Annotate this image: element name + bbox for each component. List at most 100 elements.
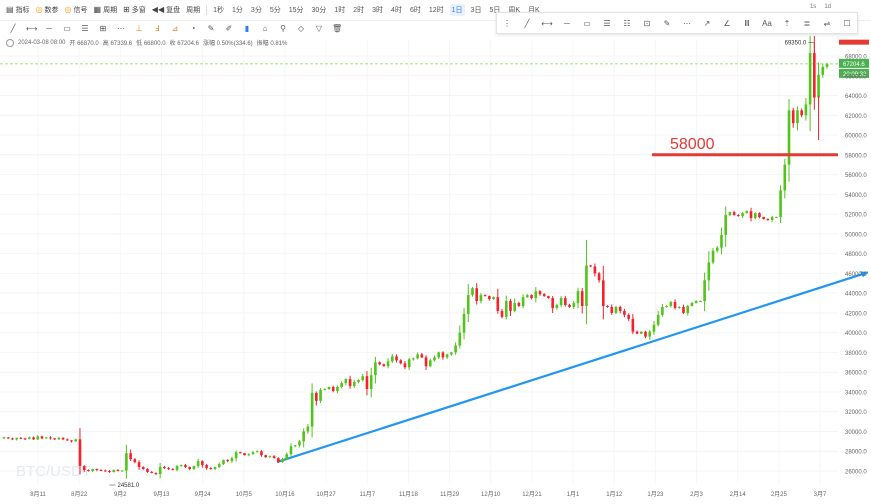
replay-button[interactable]: ◀◀ 复盘 [152,5,180,15]
rectangle-icon[interactable]: ▭ [583,18,591,28]
parallel-tool-icon[interactable]: ☰ [81,23,89,33]
timeframe-1[interactable]: 1分 [232,7,243,14]
x-tick-label: 11月7 [359,491,375,498]
brush-tool-icon[interactable]: ✎ [207,23,215,33]
ray-tool-icon[interactable]: ⟷ [26,23,38,33]
parallel-icon[interactable]: ☰ [603,18,611,28]
y-tick-label: 40000.0 [845,331,867,337]
rect-tool-icon[interactable]: ▭ [63,23,71,33]
right-label-2[interactable]: 1d [824,4,831,10]
change-value: 0.50%(334.6) [216,41,253,47]
timeframe-14[interactable]: 5日 [489,7,501,14]
x-axis: 8月11 8月22 9月2 9月13 9月24 10月5 10月16 10月27 11月7 11月… [30,491,827,498]
candle-body [618,306,622,311]
marker-tool-icon[interactable]: ✐ [225,23,233,33]
chart-grid [0,40,838,484]
trash-tool-icon[interactable]: 🗑 [332,23,343,33]
timeframe-9[interactable]: 4时 [391,7,402,14]
drag-handle-icon[interactable]: ⋮ [503,18,511,28]
candle-body [65,439,69,441]
signals-button[interactable]: ◎ 信号 [65,5,88,15]
extended-line-icon[interactable]: ⟷ [541,18,553,28]
align-icon[interactable]: ⇌ [823,18,831,28]
candle-body [580,291,584,306]
close-icon[interactable]: ☐ [843,18,851,28]
candle-body [509,301,512,311]
candle-body [179,465,183,467]
candle-body [521,297,525,306]
right-label-1[interactable]: 1s [809,4,817,10]
candle-body [78,439,82,467]
candle-body [150,471,154,473]
timeframe-8[interactable]: 3时 [372,7,384,14]
visibility-tool-icon[interactable]: ◇ [297,23,305,33]
filter-tool-icon[interactable]: ▽ [315,23,323,33]
timeframe-15[interactable]: 周K [508,7,521,14]
x-tick-label: 2月14 [730,491,747,498]
timeframe-6[interactable]: 1时 [334,7,346,14]
candle-body [602,280,605,306]
x-tick-label: 1月12 [606,491,623,498]
bars-icon[interactable]: Ⅲ [744,18,750,28]
candle-body [500,310,504,317]
candle-body [551,298,554,308]
candle-body [11,438,14,440]
timeframe-7[interactable]: 2时 [353,7,365,14]
box-icon[interactable]: ⊡ [643,18,651,28]
measure-tool-icon[interactable]: ◔ [190,23,196,33]
amplitude-label: 振幅 [256,41,269,47]
low-value: 66800.0 [143,41,166,47]
pattern-tool-icon[interactable]: ⊿ [171,23,179,33]
candle-body [36,436,40,440]
indicators-button[interactable]: ▤ 指标 [6,5,30,15]
timeframe-10[interactable]: 6时 [409,7,421,14]
timeframe-12[interactable]: 1日 [449,4,465,16]
stack-icon[interactable]: ≣ [803,18,811,28]
replay-label: 复盘 [166,7,181,14]
cycle-button[interactable]: ▦ 周期 [94,5,118,15]
params-button[interactable]: ◎ 数参 [36,5,59,15]
angle-icon[interactable]: ∠ [723,18,731,28]
line-tool-icon[interactable]: ╱ [10,23,16,33]
hline-tool-icon[interactable]: ─ [46,23,52,33]
timeframe-0[interactable]: 1秒 [213,7,225,14]
candle-body [298,441,301,446]
bar-datetime: 2024-03-08 08:00 [18,39,66,46]
timeframe-16[interactable]: 月K [528,7,540,14]
arrow-icon[interactable]: ↗ [703,18,711,28]
timeframe-11[interactable]: 12时 [428,7,444,14]
candle-body [357,380,360,383]
period-select[interactable]: 周期 [186,5,200,15]
timeframe-2[interactable]: 3分 [250,7,262,14]
x-tick-label: 9月2 [114,491,127,498]
pin-icon[interactable]: ⇡ [783,18,791,28]
high-marker-label: 69350.0 [785,41,807,47]
line-icon[interactable]: ╱ [524,18,530,28]
text-icon[interactable]: Aa [762,18,772,28]
fib-tool-icon[interactable]: ⊥ [135,23,143,33]
lock-tool-icon[interactable]: ⚲ [280,23,286,33]
candle-body [825,63,829,67]
gann-tool-icon[interactable]: Ⅎ [154,23,160,33]
candle-body [787,110,791,165]
trend-line-segment[interactable] [276,271,869,464]
channel-tool-icon[interactable]: ⊞ [99,23,107,33]
timeframe-13[interactable]: 3日 [470,7,482,14]
timeframe-5[interactable]: 30分 [311,7,327,14]
multi-window-button[interactable]: ⊞ 多窗 [123,5,146,15]
y-tick-label: 26000.0 [845,470,867,476]
text-tool-icon[interactable]: ▮ [244,23,250,33]
timeframe-4[interactable]: 15分 [288,7,304,14]
trend-line[interactable] [276,271,869,464]
candle-body [720,234,723,248]
toggle-icon[interactable] [6,38,14,47]
timeframe-3[interactable]: 5分 [269,7,281,14]
magnet-tool-icon[interactable]: ⌂ [262,23,268,33]
horizontal-line-icon[interactable]: ─ [564,18,570,28]
dots-tool-icon[interactable]: ⋯ [117,23,125,33]
ruler-icon[interactable]: ✎ [663,18,671,28]
channel-icon[interactable]: ☷ [623,18,631,28]
candle-body [635,331,639,334]
dotted-line-icon[interactable]: ⋯ [683,18,691,28]
